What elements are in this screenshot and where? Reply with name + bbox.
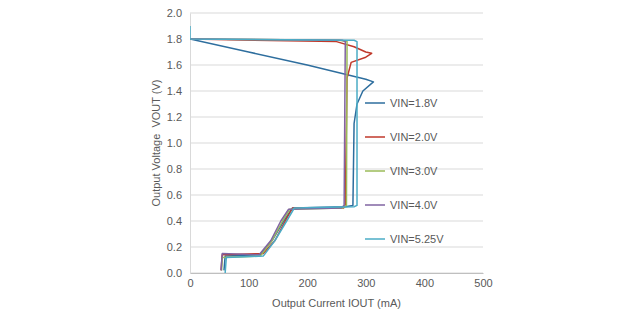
- chart-svg: 0 100 200 300 400 500 0.0 0.2 0.4 0.6 0.8 1.0 1.2 1.4…: [0, 0, 624, 312]
- x-tick: 0: [187, 273, 193, 289]
- x-tick-label: 500: [474, 277, 492, 289]
- y-tick: 2.0: [167, 7, 190, 19]
- x-tick: 400: [416, 273, 434, 289]
- grid-line: [190, 247, 483, 248]
- series-line: [190, 26, 357, 273]
- y-tick: 0.8: [167, 163, 190, 175]
- chart-container: 0 100 200 300 400 500 0.0 0.2 0.4 0.6 0.8 1.0 1.2 1.4…: [0, 0, 624, 312]
- y-tick: 0.2: [167, 241, 190, 253]
- legend-label: VIN=2.0V: [390, 131, 438, 143]
- x-tick-label: 400: [416, 277, 434, 289]
- grid-line: [190, 117, 483, 118]
- x-tick-label: 200: [299, 277, 317, 289]
- series-line: [190, 39, 345, 270]
- x-tick: 500: [474, 273, 492, 289]
- x-tick: 100: [240, 273, 258, 289]
- legend-swatch: [365, 170, 385, 172]
- series-line: [190, 39, 373, 270]
- legend-item: VIN=1.8V: [365, 97, 438, 109]
- grid-line: [190, 195, 483, 196]
- legend-swatch: [365, 238, 385, 240]
- y-tick: 1.0: [167, 137, 190, 149]
- y-tick: 1.4: [167, 85, 190, 97]
- y-tick-label: 1.6: [167, 59, 182, 71]
- y-tick: 1.8: [167, 33, 190, 45]
- grid-line: [190, 143, 483, 144]
- x-axis-title: Output Current IOUT (mA): [272, 297, 401, 309]
- plot-area: 0 100 200 300 400 500 0.0 0.2 0.4 0.6 0.8 1.0 1.2 1.4…: [167, 7, 493, 289]
- legend-label: VIN=4.0V: [390, 199, 438, 211]
- y-tick-label: 1.2: [167, 111, 182, 123]
- y-tick: 0.0: [167, 267, 190, 279]
- legend-swatch: [365, 136, 385, 138]
- legend-swatch: [365, 204, 385, 206]
- grid-line: [190, 169, 483, 170]
- y-axis-line: [190, 14, 191, 274]
- x-tick-label: 0: [187, 277, 193, 289]
- y-tick: 1.6: [167, 59, 190, 71]
- legend-item: VIN=3.0V: [365, 165, 438, 177]
- y-tick-label: 1.4: [167, 85, 182, 97]
- legend-swatch: [365, 102, 385, 104]
- grid-line: [190, 273, 483, 274]
- y-tick-label: 0.0: [167, 267, 182, 279]
- x-tick: 300: [357, 273, 375, 289]
- series-line: [190, 39, 372, 270]
- y-tick: 1.2: [167, 111, 190, 123]
- grid-line: [190, 91, 483, 92]
- legend-item: VIN=2.0V: [365, 131, 438, 143]
- y-tick-label: 1.0: [167, 137, 182, 149]
- y-tick: 0.6: [167, 189, 190, 201]
- grid-line: [190, 221, 483, 222]
- x-axis-line: [191, 273, 484, 274]
- legend-label: VIN=5.25V: [390, 233, 444, 245]
- legend-label: VIN=3.0V: [390, 165, 438, 177]
- legend: VIN=1.8V VIN=2.0V VIN=3.0V VIN=4.0V VIN=5.25…: [365, 97, 444, 245]
- x-tick: 200: [299, 273, 317, 289]
- y-tick: 0.4: [167, 215, 190, 227]
- y-tick-label: 0.2: [167, 241, 182, 253]
- legend-label: VIN=1.8V: [390, 97, 438, 109]
- legend-item: VIN=4.0V: [365, 199, 438, 211]
- grid-line: [190, 13, 483, 14]
- y-tick-label: 0.6: [167, 189, 182, 201]
- y-tick-label: 0.8: [167, 163, 182, 175]
- y-tick-label: 1.8: [167, 33, 182, 45]
- grid: [190, 13, 483, 273]
- x-tick-label: 300: [357, 277, 375, 289]
- y-axis: 0.0 0.2 0.4 0.6 0.8 1.0 1.2 1.4 1.6 1.8 2.0: [167, 7, 191, 279]
- x-tick-label: 100: [240, 277, 258, 289]
- grid-line: [190, 65, 483, 66]
- y-tick-label: 2.0: [167, 7, 182, 19]
- series-line: [190, 39, 347, 270]
- series-group: [190, 26, 373, 273]
- y-tick-label: 0.4: [167, 215, 182, 227]
- y-axis-title: Output Voltage VOUT (V): [150, 80, 162, 207]
- x-axis: 0 100 200 300 400 500: [187, 273, 492, 289]
- legend-item: VIN=5.25V: [365, 233, 444, 245]
